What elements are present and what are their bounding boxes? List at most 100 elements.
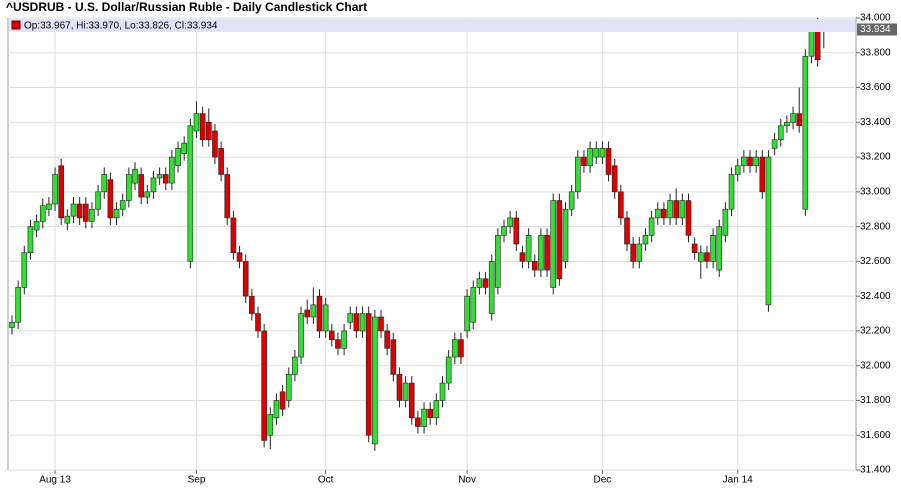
candle-body xyxy=(150,177,157,193)
y-tick-label: 33.600 xyxy=(860,82,891,93)
candle-body xyxy=(587,148,593,167)
candle-body xyxy=(242,261,249,297)
candle-body xyxy=(261,330,267,441)
candle-body xyxy=(58,165,65,219)
candles xyxy=(9,18,827,451)
candle-body xyxy=(249,295,255,314)
candle-body xyxy=(224,174,231,219)
y-tick-label: 33.200 xyxy=(860,152,891,163)
y-tick-label: 31.600 xyxy=(860,430,891,441)
candle-body xyxy=(27,226,34,253)
candle-body xyxy=(501,226,507,236)
legend-swatch xyxy=(11,20,21,30)
x-tick-label: Nov xyxy=(458,475,476,486)
candle-body xyxy=(593,148,600,158)
candle-body xyxy=(519,252,526,262)
x-tick-label: Aug 13 xyxy=(39,475,71,486)
candle-body xyxy=(335,339,341,349)
candle-body xyxy=(310,304,317,318)
candle-body xyxy=(255,313,261,332)
candle-body xyxy=(636,243,643,262)
candle-body xyxy=(76,203,83,219)
candle-body xyxy=(206,122,212,140)
candle-body xyxy=(433,400,440,419)
candle-body xyxy=(611,165,618,193)
candle-body xyxy=(415,417,421,427)
candle-body xyxy=(267,414,274,436)
candle-body xyxy=(722,208,729,236)
candle-body xyxy=(710,235,716,262)
candle-body xyxy=(759,156,766,193)
candle-body xyxy=(218,148,224,175)
x-tick-label: Dec xyxy=(594,475,612,486)
candle-body xyxy=(273,400,280,419)
candle-body xyxy=(292,356,298,375)
candle-body xyxy=(341,330,347,349)
candle-body xyxy=(747,156,753,167)
candle-body xyxy=(126,174,132,201)
candle-body xyxy=(538,235,544,271)
candle-body xyxy=(531,261,538,271)
candle-body xyxy=(378,316,384,332)
candle-body xyxy=(396,374,403,401)
candle-body xyxy=(661,208,667,219)
candle-body xyxy=(384,330,390,349)
candle-body xyxy=(107,179,114,219)
candle-body xyxy=(199,113,206,140)
plot-area xyxy=(7,17,857,471)
candle-body xyxy=(175,148,181,167)
candle-body xyxy=(618,191,624,219)
x-tick-label: Sep xyxy=(188,475,206,486)
candle-body xyxy=(181,142,187,154)
candle-body xyxy=(470,287,477,323)
candle-body xyxy=(581,156,587,167)
candle-body xyxy=(365,313,372,436)
candle-body xyxy=(525,235,532,262)
candle-body xyxy=(144,191,151,198)
y-tick-label: 32.000 xyxy=(860,360,891,371)
candle-body xyxy=(495,235,501,288)
candle-body xyxy=(562,208,569,262)
candle-body xyxy=(458,339,464,358)
grid xyxy=(8,17,856,471)
y-tick-label: 32.400 xyxy=(860,291,891,302)
candle-body xyxy=(132,168,138,184)
candle-body xyxy=(796,113,803,127)
candle-body xyxy=(169,156,175,184)
candle-body xyxy=(279,391,286,410)
candle-body xyxy=(15,287,21,323)
candle-body xyxy=(33,221,40,231)
candle-body xyxy=(753,156,759,167)
candle-body xyxy=(777,125,784,140)
x-tick-label: Oct xyxy=(318,475,334,486)
candle-body xyxy=(322,304,329,332)
candle-body xyxy=(685,200,692,236)
candle-body xyxy=(89,208,95,222)
candle-body xyxy=(488,261,495,314)
candle-body xyxy=(21,252,28,288)
candle-body xyxy=(46,203,52,210)
candle-body xyxy=(52,174,58,205)
candle-body xyxy=(550,200,557,288)
y-tick-label: 33.800 xyxy=(860,47,891,58)
candle-body xyxy=(741,156,747,167)
candle-body xyxy=(101,174,108,193)
y-tick-label: 32.600 xyxy=(860,256,891,267)
candle-body xyxy=(673,200,680,219)
y-tick-label: 33.000 xyxy=(860,186,891,197)
candle-body xyxy=(630,243,636,262)
candle-body xyxy=(359,313,366,332)
candle-body xyxy=(624,217,630,245)
candle-body xyxy=(451,339,458,358)
candle-body xyxy=(285,374,292,401)
candle-body xyxy=(408,382,415,419)
candle-body xyxy=(513,217,520,245)
candle-body xyxy=(427,408,434,419)
candle-body xyxy=(771,139,778,149)
candle-body xyxy=(138,174,144,198)
candle-body xyxy=(507,217,513,227)
x-tick-label: Jan 14 xyxy=(723,475,753,486)
candle-body xyxy=(95,191,101,210)
candle-body xyxy=(556,200,563,280)
